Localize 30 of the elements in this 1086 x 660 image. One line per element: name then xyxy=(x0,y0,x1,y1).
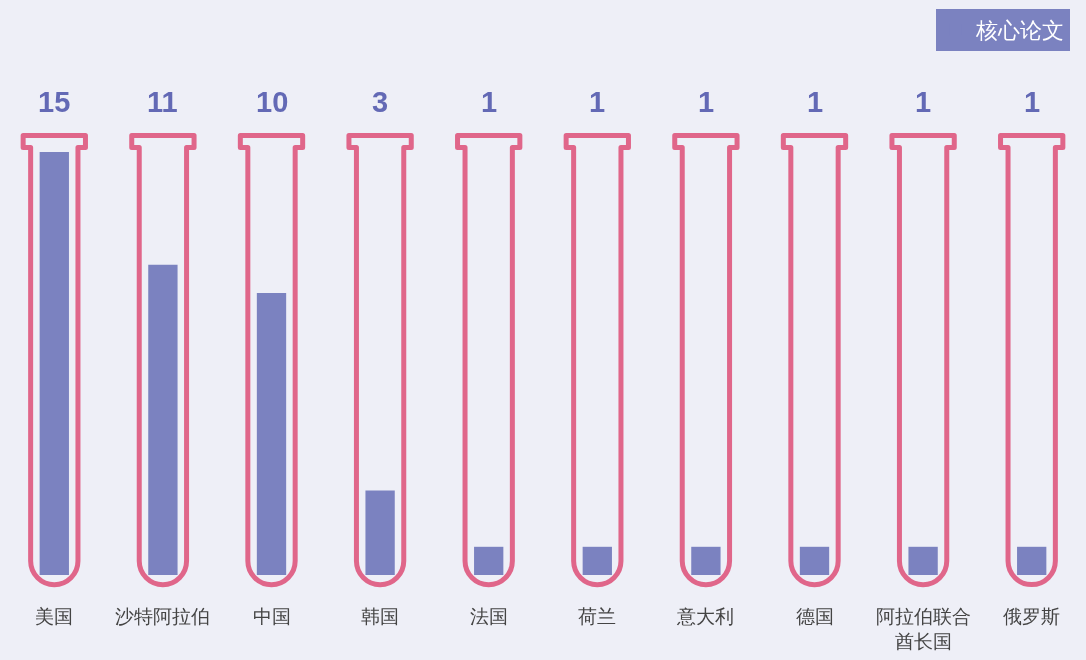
x-tick-label: 阿拉伯联合酋长国 xyxy=(875,605,971,652)
data-label: 3 xyxy=(372,86,389,118)
data-label: 1 xyxy=(915,86,932,118)
bar xyxy=(1017,546,1047,575)
x-tick-label: 韩国 xyxy=(361,605,400,627)
bar xyxy=(256,293,287,575)
data-label: 1 xyxy=(807,86,824,118)
x-tick-label: 俄罗斯 xyxy=(1003,605,1061,627)
x-tick-label: 意大利 xyxy=(676,605,735,627)
bar xyxy=(691,546,721,575)
x-tick-label: 沙特阿拉伯 xyxy=(115,605,211,627)
x-tick-label: 德国 xyxy=(795,605,834,627)
x-tick-label: 荷兰 xyxy=(578,605,617,627)
bar xyxy=(365,490,395,575)
bar xyxy=(148,264,178,575)
bar xyxy=(799,546,830,575)
bar xyxy=(474,546,504,575)
x-tick-label: 中国 xyxy=(252,605,291,627)
bar xyxy=(908,546,938,575)
data-label: 10 xyxy=(256,86,289,118)
x-tick-label: 法国 xyxy=(469,605,508,627)
data-label: 15 xyxy=(38,86,71,118)
data-label: 1 xyxy=(1024,86,1041,118)
x-tick-label: 美国 xyxy=(35,605,74,627)
data-label: 1 xyxy=(698,86,715,118)
bar xyxy=(582,546,612,575)
data-label: 1 xyxy=(589,86,606,118)
data-label: 11 xyxy=(147,86,178,118)
data-label: 1 xyxy=(481,86,498,118)
text: 核心论文 xyxy=(974,18,1064,44)
